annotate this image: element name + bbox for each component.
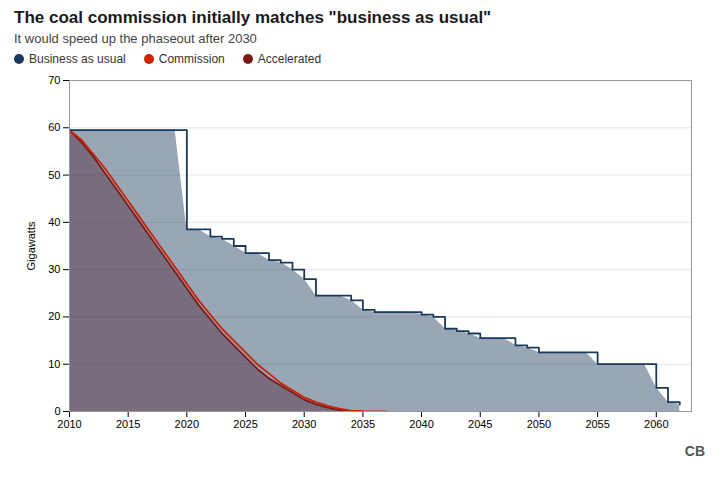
svg-text:10: 10 xyxy=(48,358,60,370)
svg-text:50: 50 xyxy=(48,169,60,181)
svg-text:Gigawatts: Gigawatts xyxy=(25,221,37,270)
svg-text:60: 60 xyxy=(48,121,60,133)
svg-text:0: 0 xyxy=(54,405,60,417)
html-text:CB: CB xyxy=(684,443,705,459)
html-text:Business as usual: Business as usual xyxy=(29,52,126,66)
svg-text:30: 30 xyxy=(48,263,60,275)
svg-text:2040: 2040 xyxy=(409,418,433,430)
svg-text:2025: 2025 xyxy=(233,418,257,430)
svg-text:2050: 2050 xyxy=(527,418,551,430)
svg-text:2035: 2035 xyxy=(351,418,375,430)
html-text:Accelerated: Accelerated xyxy=(257,52,322,66)
svg-text:20: 20 xyxy=(48,310,60,322)
svg-text:40: 40 xyxy=(48,216,60,228)
html-text:Commission: Commission xyxy=(158,52,225,66)
svg-text:2030: 2030 xyxy=(292,418,316,430)
svg-text:70: 70 xyxy=(48,74,60,86)
html-text:The coal commission initially: The coal commission initially matches "b… xyxy=(14,8,492,27)
html-text:It would speed up the phaseout: It would speed up the phaseout after 203… xyxy=(14,31,257,46)
svg-text:2020: 2020 xyxy=(175,418,199,430)
svg-text:2010: 2010 xyxy=(57,418,81,430)
svg-text:2055: 2055 xyxy=(585,418,609,430)
svg-text:2045: 2045 xyxy=(468,418,492,430)
svg-text:2015: 2015 xyxy=(116,418,140,430)
svg-text:2060: 2060 xyxy=(644,418,668,430)
